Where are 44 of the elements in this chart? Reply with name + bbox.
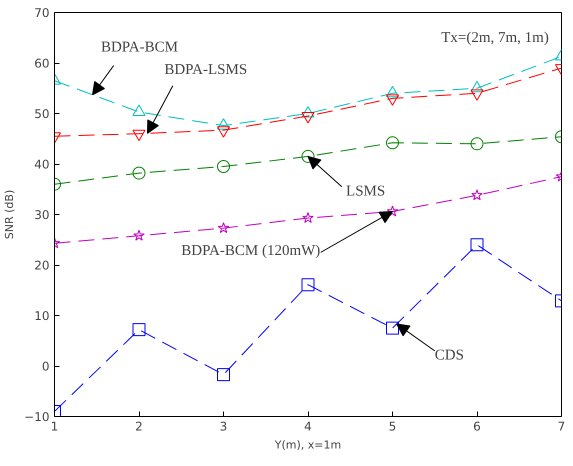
point [386,86,399,98]
text: BDPA-BCM [100,39,178,56]
series-label: BDPA-BCM (120mW) [181,242,320,259]
point [470,238,484,252]
point [217,160,230,174]
x-tick-label: 1 [50,420,58,434]
point [471,189,483,200]
y-tick-label: 70 [34,6,50,20]
point [217,118,230,130]
y-tick-label: −10 [24,410,50,424]
y-tick-label: 60 [34,56,50,70]
x-tick-label: 5 [388,420,396,434]
x-tick-label: 3 [220,420,228,434]
text: LSMS [346,183,386,200]
point [133,230,145,241]
point [470,137,484,150]
y-tick-label: 20 [34,258,50,272]
point [218,222,230,234]
y-tick-label: 10 [34,309,50,323]
y-tick-label: 40 [34,158,50,172]
point [302,106,314,118]
point [386,136,399,150]
point [217,368,230,382]
x-tick-label: 6 [473,420,481,434]
x-tick-label: 7 [558,420,566,434]
y-tick-label: 50 [34,107,50,121]
point [132,104,146,116]
point [132,323,146,336]
y-axis-title: SNR (dB) [3,190,16,240]
point [132,166,146,180]
x-tick-label: 2 [135,420,143,434]
point [386,205,398,216]
text: CDS [434,347,464,364]
annotation: Tx=(2m, 7m, 1m) [441,30,549,46]
point [302,278,314,292]
text: BDPA-LSMS [164,62,248,78]
y-tick-label: 30 [34,208,50,222]
x-axis-title: Y(m), x=1m [274,438,342,452]
y-tick-label: 0 [42,360,50,374]
point [470,80,484,92]
point [386,322,399,335]
point [302,212,314,223]
x-tick-label: 4 [304,420,312,434]
point [302,150,314,163]
